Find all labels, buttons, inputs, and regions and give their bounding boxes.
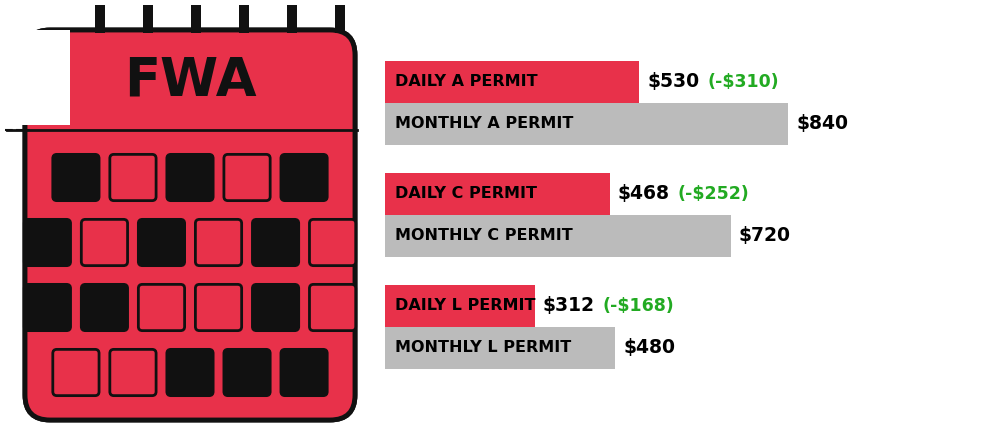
FancyBboxPatch shape xyxy=(195,219,242,266)
Text: DAILY C PERMIT: DAILY C PERMIT xyxy=(395,187,537,202)
FancyBboxPatch shape xyxy=(309,284,356,331)
Text: MONTHLY A PERMIT: MONTHLY A PERMIT xyxy=(395,117,573,132)
Text: (-$310): (-$310) xyxy=(707,73,779,91)
Text: $720: $720 xyxy=(739,227,791,246)
FancyBboxPatch shape xyxy=(53,154,99,201)
Text: $840: $840 xyxy=(796,114,848,133)
Text: DAILY L PERMIT: DAILY L PERMIT xyxy=(395,298,536,313)
Bar xyxy=(385,61,639,103)
FancyBboxPatch shape xyxy=(252,219,299,266)
Bar xyxy=(287,5,297,33)
Text: MONTHLY L PERMIT: MONTHLY L PERMIT xyxy=(395,341,571,356)
FancyBboxPatch shape xyxy=(81,219,128,266)
FancyBboxPatch shape xyxy=(110,349,156,396)
Bar xyxy=(0,30,70,125)
Bar xyxy=(385,327,615,369)
FancyBboxPatch shape xyxy=(110,154,156,201)
FancyBboxPatch shape xyxy=(138,219,185,266)
Bar xyxy=(191,5,201,33)
Text: $468: $468 xyxy=(618,184,670,203)
Bar xyxy=(385,103,788,145)
Text: FWA: FWA xyxy=(124,54,256,106)
FancyBboxPatch shape xyxy=(167,154,213,201)
Bar xyxy=(385,173,610,215)
FancyBboxPatch shape xyxy=(5,30,85,110)
FancyBboxPatch shape xyxy=(24,284,71,331)
FancyBboxPatch shape xyxy=(25,30,355,420)
Bar xyxy=(335,5,345,33)
FancyBboxPatch shape xyxy=(224,154,270,201)
FancyBboxPatch shape xyxy=(281,349,327,396)
FancyBboxPatch shape xyxy=(138,284,185,331)
FancyBboxPatch shape xyxy=(167,349,213,396)
Text: $530: $530 xyxy=(647,73,700,92)
Text: $480: $480 xyxy=(623,338,675,357)
Text: DAILY A PERMIT: DAILY A PERMIT xyxy=(395,74,538,89)
Text: $312: $312 xyxy=(543,297,595,316)
FancyBboxPatch shape xyxy=(224,349,270,396)
Bar xyxy=(143,5,153,33)
FancyBboxPatch shape xyxy=(252,284,299,331)
Bar xyxy=(385,285,535,327)
FancyBboxPatch shape xyxy=(24,219,71,266)
Text: (-$168): (-$168) xyxy=(603,297,675,315)
Text: (-$252): (-$252) xyxy=(678,185,749,203)
FancyBboxPatch shape xyxy=(195,284,242,331)
Bar xyxy=(239,5,249,33)
Bar xyxy=(95,5,105,33)
FancyBboxPatch shape xyxy=(81,284,128,331)
FancyBboxPatch shape xyxy=(309,219,356,266)
FancyBboxPatch shape xyxy=(25,30,355,420)
FancyBboxPatch shape xyxy=(53,349,99,396)
Bar xyxy=(385,215,731,257)
FancyBboxPatch shape xyxy=(281,154,327,201)
Text: MONTHLY C PERMIT: MONTHLY C PERMIT xyxy=(395,228,573,243)
